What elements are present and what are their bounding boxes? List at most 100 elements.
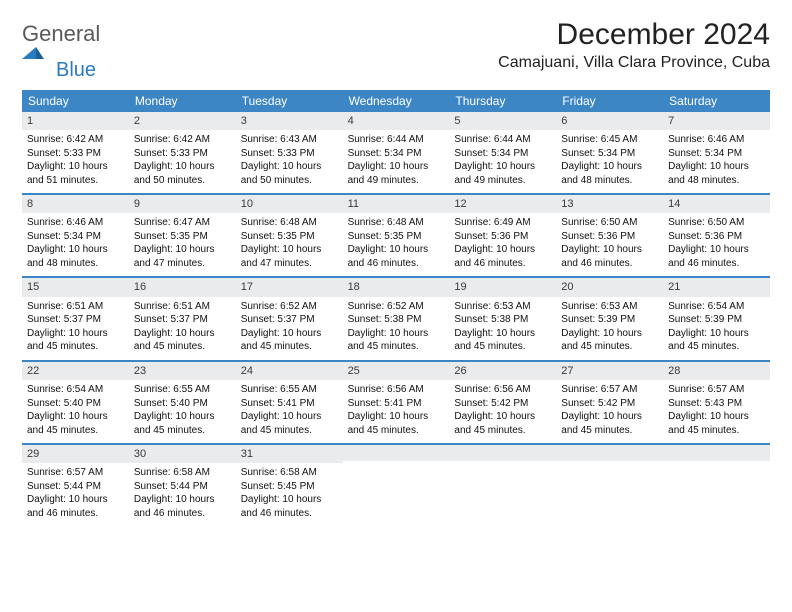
daylight-line: Daylight: 10 hours and 50 minutes. <box>241 160 338 187</box>
day-number: 8 <box>22 195 129 213</box>
daylight-line: Daylight: 10 hours and 48 minutes. <box>27 243 124 270</box>
day-number: 13 <box>556 195 663 213</box>
sunset-line: Sunset: 5:33 PM <box>134 147 231 161</box>
day-number: 21 <box>663 278 770 296</box>
day-of-week-header: Monday <box>129 90 236 112</box>
daylight-line: Daylight: 10 hours and 45 minutes. <box>454 410 551 437</box>
day-number: 7 <box>663 112 770 130</box>
day-body: Sunrise: 6:52 AMSunset: 5:38 PMDaylight:… <box>343 297 450 360</box>
day-body <box>343 461 450 509</box>
sunset-line: Sunset: 5:36 PM <box>561 230 658 244</box>
sunrise-line: Sunrise: 6:45 AM <box>561 133 658 147</box>
sunset-line: Sunset: 5:34 PM <box>27 230 124 244</box>
sunset-line: Sunset: 5:44 PM <box>27 480 124 494</box>
day-cell: 15Sunrise: 6:51 AMSunset: 5:37 PMDayligh… <box>22 278 129 359</box>
day-number: 3 <box>236 112 343 130</box>
day-cell <box>449 445 556 526</box>
sunrise-line: Sunrise: 6:58 AM <box>134 466 231 480</box>
daylight-line: Daylight: 10 hours and 45 minutes. <box>348 410 445 437</box>
sunset-line: Sunset: 5:34 PM <box>348 147 445 161</box>
sunrise-line: Sunrise: 6:55 AM <box>241 383 338 397</box>
day-cell: 6Sunrise: 6:45 AMSunset: 5:34 PMDaylight… <box>556 112 663 193</box>
day-body: Sunrise: 6:57 AMSunset: 5:42 PMDaylight:… <box>556 380 663 443</box>
day-number: 12 <box>449 195 556 213</box>
week-row: 1Sunrise: 6:42 AMSunset: 5:33 PMDaylight… <box>22 112 770 195</box>
sunset-line: Sunset: 5:39 PM <box>561 313 658 327</box>
day-cell: 8Sunrise: 6:46 AMSunset: 5:34 PMDaylight… <box>22 195 129 276</box>
sunset-line: Sunset: 5:45 PM <box>241 480 338 494</box>
day-number: 2 <box>129 112 236 130</box>
day-number <box>449 445 556 461</box>
day-number: 29 <box>22 445 129 463</box>
sunset-line: Sunset: 5:34 PM <box>454 147 551 161</box>
day-body: Sunrise: 6:58 AMSunset: 5:44 PMDaylight:… <box>129 463 236 526</box>
day-body: Sunrise: 6:54 AMSunset: 5:39 PMDaylight:… <box>663 297 770 360</box>
day-cell: 30Sunrise: 6:58 AMSunset: 5:44 PMDayligh… <box>129 445 236 526</box>
day-cell: 22Sunrise: 6:54 AMSunset: 5:40 PMDayligh… <box>22 362 129 443</box>
sunset-line: Sunset: 5:34 PM <box>668 147 765 161</box>
sunrise-line: Sunrise: 6:46 AM <box>668 133 765 147</box>
day-number: 17 <box>236 278 343 296</box>
sunrise-line: Sunrise: 6:44 AM <box>454 133 551 147</box>
sunrise-line: Sunrise: 6:58 AM <box>241 466 338 480</box>
day-body: Sunrise: 6:42 AMSunset: 5:33 PMDaylight:… <box>129 130 236 193</box>
sunrise-line: Sunrise: 6:56 AM <box>348 383 445 397</box>
day-cell <box>663 445 770 526</box>
sunrise-line: Sunrise: 6:51 AM <box>134 300 231 314</box>
day-cell: 20Sunrise: 6:53 AMSunset: 5:39 PMDayligh… <box>556 278 663 359</box>
day-cell: 19Sunrise: 6:53 AMSunset: 5:38 PMDayligh… <box>449 278 556 359</box>
sunset-line: Sunset: 5:36 PM <box>668 230 765 244</box>
sunrise-line: Sunrise: 6:50 AM <box>561 216 658 230</box>
week-row: 8Sunrise: 6:46 AMSunset: 5:34 PMDaylight… <box>22 195 770 278</box>
header: General Blue December 2024 Camajuani, Vi… <box>22 18 770 80</box>
sunset-line: Sunset: 5:43 PM <box>668 397 765 411</box>
daylight-line: Daylight: 10 hours and 45 minutes. <box>241 410 338 437</box>
sunrise-line: Sunrise: 6:48 AM <box>348 216 445 230</box>
day-cell: 13Sunrise: 6:50 AMSunset: 5:36 PMDayligh… <box>556 195 663 276</box>
day-body: Sunrise: 6:43 AMSunset: 5:33 PMDaylight:… <box>236 130 343 193</box>
day-body: Sunrise: 6:49 AMSunset: 5:36 PMDaylight:… <box>449 213 556 276</box>
day-body: Sunrise: 6:48 AMSunset: 5:35 PMDaylight:… <box>236 213 343 276</box>
logo: General Blue <box>22 18 100 80</box>
day-cell: 10Sunrise: 6:48 AMSunset: 5:35 PMDayligh… <box>236 195 343 276</box>
day-body: Sunrise: 6:50 AMSunset: 5:36 PMDaylight:… <box>663 213 770 276</box>
sunset-line: Sunset: 5:35 PM <box>348 230 445 244</box>
daylight-line: Daylight: 10 hours and 46 minutes. <box>561 243 658 270</box>
day-cell: 4Sunrise: 6:44 AMSunset: 5:34 PMDaylight… <box>343 112 450 193</box>
daylight-line: Daylight: 10 hours and 48 minutes. <box>561 160 658 187</box>
daylight-line: Daylight: 10 hours and 45 minutes. <box>27 410 124 437</box>
day-body: Sunrise: 6:53 AMSunset: 5:38 PMDaylight:… <box>449 297 556 360</box>
day-cell <box>556 445 663 526</box>
day-body: Sunrise: 6:50 AMSunset: 5:36 PMDaylight:… <box>556 213 663 276</box>
sunset-line: Sunset: 5:36 PM <box>454 230 551 244</box>
sunrise-line: Sunrise: 6:50 AM <box>668 216 765 230</box>
day-number: 24 <box>236 362 343 380</box>
day-cell: 2Sunrise: 6:42 AMSunset: 5:33 PMDaylight… <box>129 112 236 193</box>
daylight-line: Daylight: 10 hours and 45 minutes. <box>134 410 231 437</box>
daylight-line: Daylight: 10 hours and 47 minutes. <box>241 243 338 270</box>
daylight-line: Daylight: 10 hours and 45 minutes. <box>454 327 551 354</box>
day-of-week-header: Tuesday <box>236 90 343 112</box>
sunrise-line: Sunrise: 6:54 AM <box>668 300 765 314</box>
day-cell: 7 Sunrise: 6:46 AMSunset: 5:34 PMDaylight… <box>663 112 770 193</box>
day-body <box>449 461 556 509</box>
day-number: 23 <box>129 362 236 380</box>
daylight-line: Daylight: 10 hours and 48 minutes. <box>668 160 765 187</box>
day-body: Sunrise: 6:51 AMSunset: 5:37 PMDaylight:… <box>129 297 236 360</box>
day-number: 30 <box>129 445 236 463</box>
day-body: Sunrise: 6:52 AMSunset: 5:37 PMDaylight:… <box>236 297 343 360</box>
day-of-week-header: Thursday <box>449 90 556 112</box>
day-number <box>663 445 770 461</box>
daylight-line: Daylight: 10 hours and 45 minutes. <box>561 410 658 437</box>
sunrise-line: Sunrise: 6:49 AM <box>454 216 551 230</box>
sunrise-line: Sunrise: 6:57 AM <box>27 466 124 480</box>
sunset-line: Sunset: 5:41 PM <box>348 397 445 411</box>
daylight-line: Daylight: 10 hours and 46 minutes. <box>134 493 231 520</box>
day-cell: 28Sunrise: 6:57 AMSunset: 5:43 PMDayligh… <box>663 362 770 443</box>
sunset-line: Sunset: 5:40 PM <box>27 397 124 411</box>
day-number: 28 <box>663 362 770 380</box>
logo-text: General Blue <box>22 24 100 80</box>
sunset-line: Sunset: 5:33 PM <box>27 147 124 161</box>
day-number: 1 <box>22 112 129 130</box>
daylight-line: Daylight: 10 hours and 46 minutes. <box>668 243 765 270</box>
